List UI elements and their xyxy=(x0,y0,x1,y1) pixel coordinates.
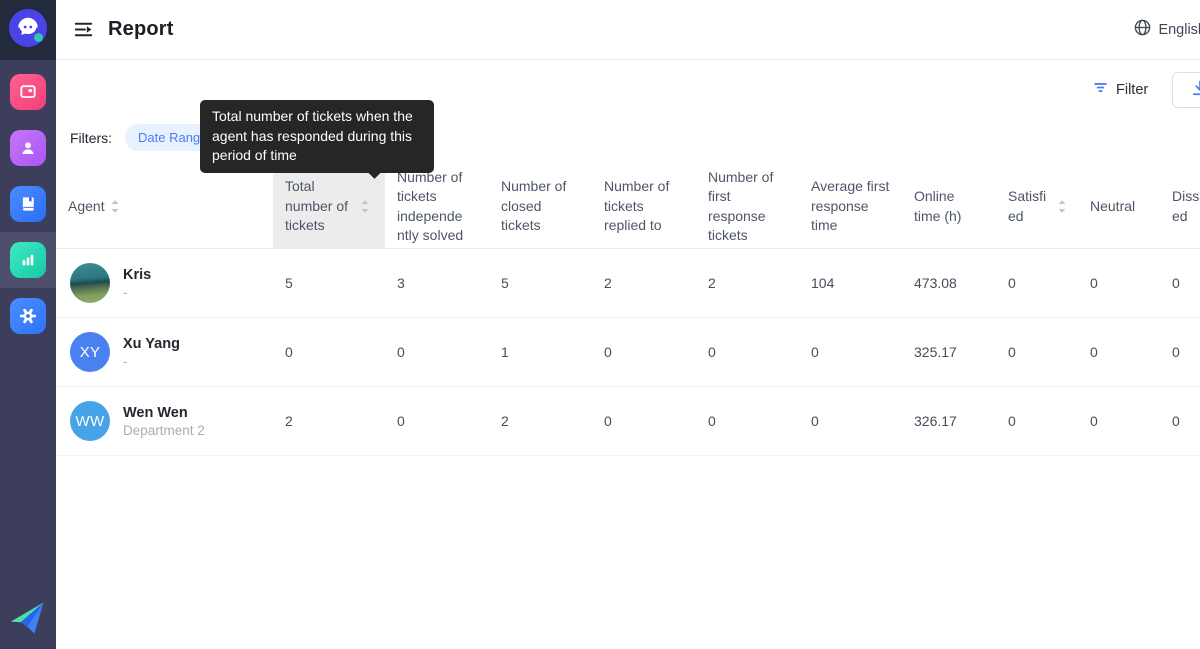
cell-independently-solved: 0 xyxy=(385,318,489,386)
agent-name: Kris xyxy=(123,267,151,283)
cell-independently-solved: 3 xyxy=(385,249,489,317)
cell-independently-solved: 0 xyxy=(385,387,489,455)
cell-total-tickets: 5 xyxy=(273,249,385,317)
cell-replied-to: 0 xyxy=(592,387,696,455)
sort-icon[interactable] xyxy=(1057,199,1067,214)
agent-department: - xyxy=(123,354,180,369)
paper-plane-logo-icon xyxy=(8,598,48,643)
column-header-agent[interactable]: Agent xyxy=(56,165,273,248)
contacts-person-icon xyxy=(10,130,46,166)
avatar: WW xyxy=(70,401,110,441)
column-tooltip: Total number of tickets when the agent h… xyxy=(200,100,434,173)
agent-cell: WW Wen Wen Department 2 xyxy=(56,387,273,455)
cell-first-response-tickets: 2 xyxy=(696,249,799,317)
cell-total-tickets: 2 xyxy=(273,387,385,455)
filter-button[interactable]: Filter xyxy=(1092,79,1148,101)
settings-gear-icon xyxy=(10,298,46,334)
column-header-independently-solved: Number of tickets independently solved xyxy=(385,165,489,248)
sidebar-item-contacts[interactable] xyxy=(0,120,56,176)
report-chart-icon xyxy=(10,242,46,278)
agents-report-table: Agent Total number of tickets Number of … xyxy=(56,165,1200,456)
column-header-closed-tickets: Number of closed tickets xyxy=(489,165,592,248)
sort-icon[interactable] xyxy=(360,199,370,214)
cell-online-time: 326.17 xyxy=(902,387,996,455)
column-header-online-time: Online time (h) xyxy=(902,165,996,248)
chat-app-icon xyxy=(10,74,46,110)
report-content: Filter Filters: Date Range 2 Total numbe… xyxy=(56,60,1200,649)
cell-first-response-tickets: 0 xyxy=(696,387,799,455)
filter-label: Filter xyxy=(1116,82,1148,98)
cell-dissatisfied: 0 xyxy=(1160,387,1200,455)
agent-name: Wen Wen xyxy=(123,405,205,421)
cell-total-tickets: 0 xyxy=(273,318,385,386)
cell-dissatisfied: 0 xyxy=(1160,249,1200,317)
column-header-replied-to: Number of tickets replied to xyxy=(592,165,696,248)
avatar-initials: XY xyxy=(80,344,101,361)
table-row: Kris - 5 3 5 2 2 104 473.08 0 0 0 xyxy=(56,249,1200,318)
column-header-neutral: Neutral xyxy=(1078,165,1160,248)
avatar-initials: WW xyxy=(76,413,105,430)
table-row: XY Xu Yang - 0 0 1 0 0 0 325.17 0 0 0 xyxy=(56,318,1200,387)
cell-closed-tickets: 5 xyxy=(489,249,592,317)
language-label: English xyxy=(1158,22,1200,38)
cell-online-time: 325.17 xyxy=(902,318,996,386)
agent-name: Xu Yang xyxy=(123,336,180,352)
cell-first-response-tickets: 0 xyxy=(696,318,799,386)
app-logo xyxy=(0,0,56,60)
cell-closed-tickets: 2 xyxy=(489,387,592,455)
agent-department: Department 2 xyxy=(123,423,205,438)
menu-unfold-icon[interactable] xyxy=(72,18,95,41)
cell-replied-to: 2 xyxy=(592,249,696,317)
sidebar-item-report[interactable] xyxy=(0,232,56,288)
cell-avg-first-response-time: 0 xyxy=(799,387,902,455)
cell-closed-tickets: 1 xyxy=(489,318,592,386)
filters-label: Filters: xyxy=(70,130,112,146)
cell-replied-to: 0 xyxy=(592,318,696,386)
cell-neutral: 0 xyxy=(1078,249,1160,317)
cell-dissatisfied: 0 xyxy=(1160,318,1200,386)
filter-lines-icon xyxy=(1092,79,1109,101)
download-icon xyxy=(1190,78,1200,103)
language-selector[interactable]: English xyxy=(1133,0,1200,60)
column-header-satisfied[interactable]: Satisfied xyxy=(996,165,1078,248)
agent-cell: Kris - xyxy=(56,249,273,317)
knowledge-book-icon xyxy=(10,186,46,222)
cell-neutral: 0 xyxy=(1078,387,1160,455)
cell-avg-first-response-time: 104 xyxy=(799,249,902,317)
sidebar-item-chats[interactable] xyxy=(0,64,56,120)
sort-icon[interactable] xyxy=(110,199,120,214)
sidebar xyxy=(0,0,56,649)
column-header-first-response-tickets: Number of first response tickets xyxy=(696,165,799,248)
column-header-dissatisfied: Dissatisfied xyxy=(1160,165,1200,248)
cell-satisfied: 0 xyxy=(996,387,1078,455)
avatar xyxy=(70,263,110,303)
agent-cell: XY Xu Yang - xyxy=(56,318,273,386)
page-title: Report xyxy=(108,18,174,41)
cell-online-time: 473.08 xyxy=(902,249,996,317)
cell-satisfied: 0 xyxy=(996,318,1078,386)
sidebar-item-knowledge[interactable] xyxy=(0,176,56,232)
table-header-row: Agent Total number of tickets Number of … xyxy=(56,165,1200,249)
chat-headset-logo-icon xyxy=(8,8,48,53)
cell-neutral: 0 xyxy=(1078,318,1160,386)
cell-avg-first-response-time: 0 xyxy=(799,318,902,386)
globe-icon xyxy=(1133,18,1152,42)
download-button[interactable] xyxy=(1172,72,1200,108)
avatar: XY xyxy=(70,332,110,372)
agent-department: - xyxy=(123,285,151,300)
tooltip-text: Total number of tickets when the agent h… xyxy=(212,108,413,163)
cell-satisfied: 0 xyxy=(996,249,1078,317)
column-header-avg-first-response-time: Average first response time xyxy=(799,165,902,248)
table-row: WW Wen Wen Department 2 2 0 2 0 0 0 326.… xyxy=(56,387,1200,456)
topbar: Report English xyxy=(56,0,1200,60)
sidebar-item-settings[interactable] xyxy=(0,288,56,344)
column-header-total-tickets[interactable]: Total number of tickets xyxy=(273,165,385,248)
